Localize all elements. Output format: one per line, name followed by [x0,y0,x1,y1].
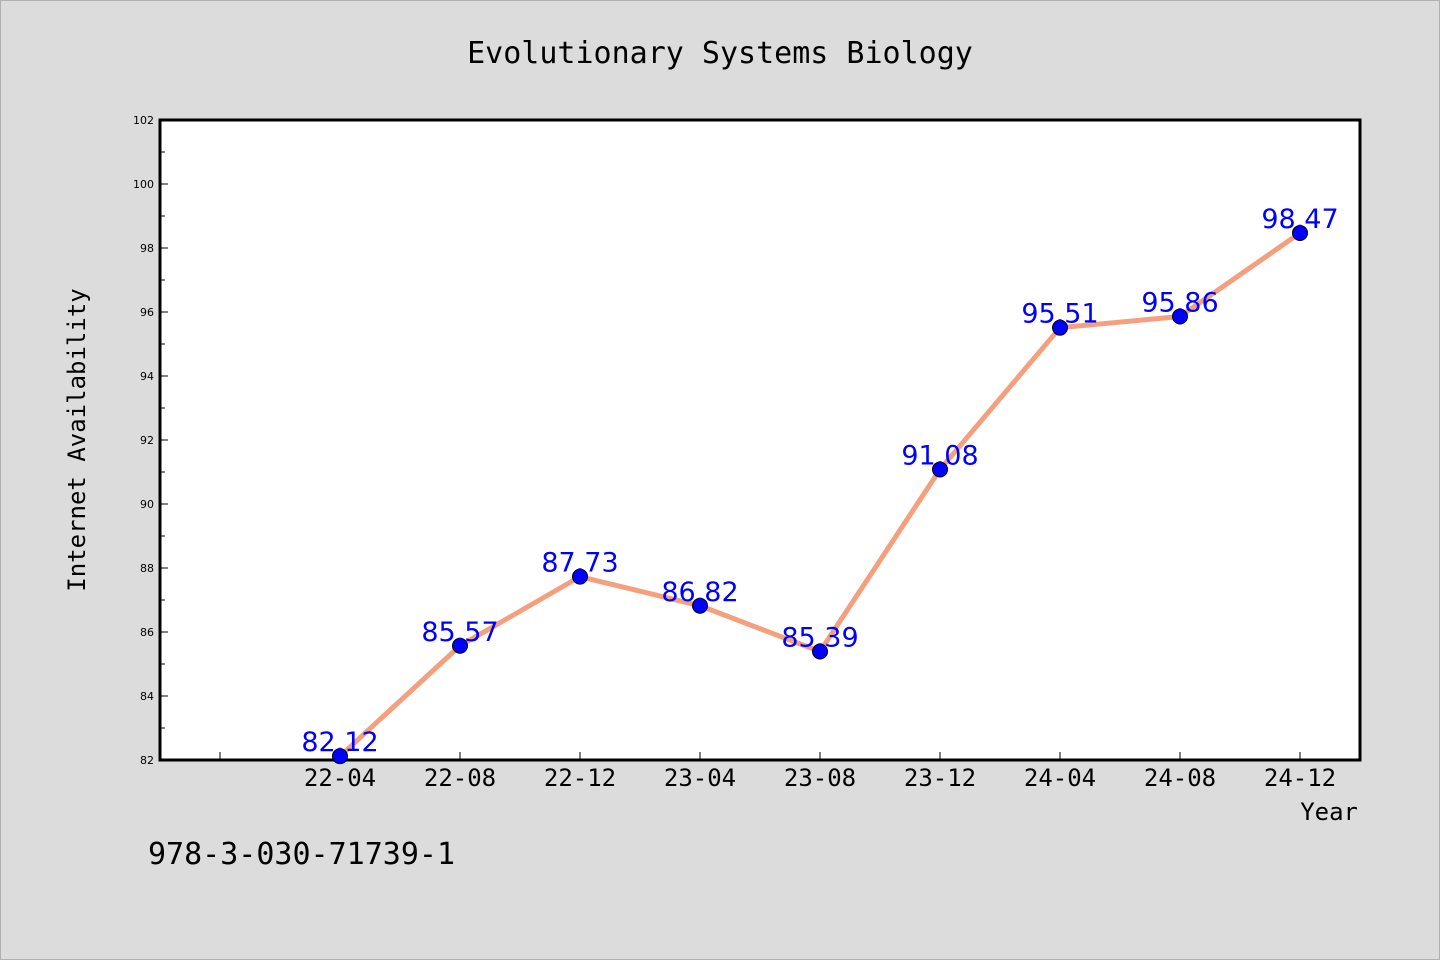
data-point [452,637,468,654]
data-label: 95.86 [1141,287,1218,318]
data-point [1292,224,1308,241]
footer-isbn: 978-3-030-71739-1 [148,837,455,872]
y-axis: 82 84 86 88 90 92 94 96 98 100 102 [133,114,168,767]
y-tick-label: 82 [140,754,154,767]
x-tick-label: 24-08 [1144,764,1216,792]
data-label: 85.57 [421,617,498,648]
y-axis-label: Internet Availability [63,288,91,591]
y-tick-label: 88 [140,562,154,575]
y-tick-label: 86 [140,626,154,639]
y-tick-label: 100 [133,178,154,191]
data-label: 95.51 [1021,299,1098,330]
x-tick-label: 22-08 [424,764,496,792]
data-label: 85.39 [781,623,858,654]
x-axis: 22-04 22-08 22-12 23-04 23-08 23-12 24-04 24-08… [219,752,1336,792]
x-tick-label: 23-08 [784,764,856,792]
x-tick-label: 24-04 [1024,764,1096,792]
x-tick-label: 24-12 [1264,764,1336,792]
series-group [332,224,1308,765]
data-point [692,597,708,614]
y-tick-label: 90 [140,498,154,511]
y-tick-label: 92 [140,434,154,447]
x-tick-label: 23-04 [664,764,736,792]
data-labels-group: 82.12 85.57 87.73 86.82 85.39 91.08 95.51 95.86… [301,204,1338,758]
data-point [332,748,348,765]
data-point [932,461,948,478]
data-label: 98.47 [1261,204,1338,235]
data-point [1052,319,1068,336]
chart-title: Evolutionary Systems Biology [467,36,973,71]
data-label: 86.82 [661,577,738,608]
y-tick-label: 84 [140,690,154,703]
y-tick-label: 94 [140,370,154,383]
x-tick-label: 22-04 [304,764,376,792]
data-point [1172,308,1188,325]
data-point [572,568,588,585]
data-label: 87.73 [541,548,618,579]
data-label: 91.08 [901,440,978,471]
plot-area [158,118,1362,762]
data-label: 82.12 [301,727,378,758]
data-point [812,643,828,660]
x-tick-label: 22-12 [544,764,616,792]
y-tick-label: 102 [133,114,154,127]
y-tick-label: 96 [140,306,154,319]
x-tick-label: 23-12 [904,764,976,792]
x-axis-label: Year [1300,798,1358,826]
y-tick-label: 98 [140,242,154,255]
